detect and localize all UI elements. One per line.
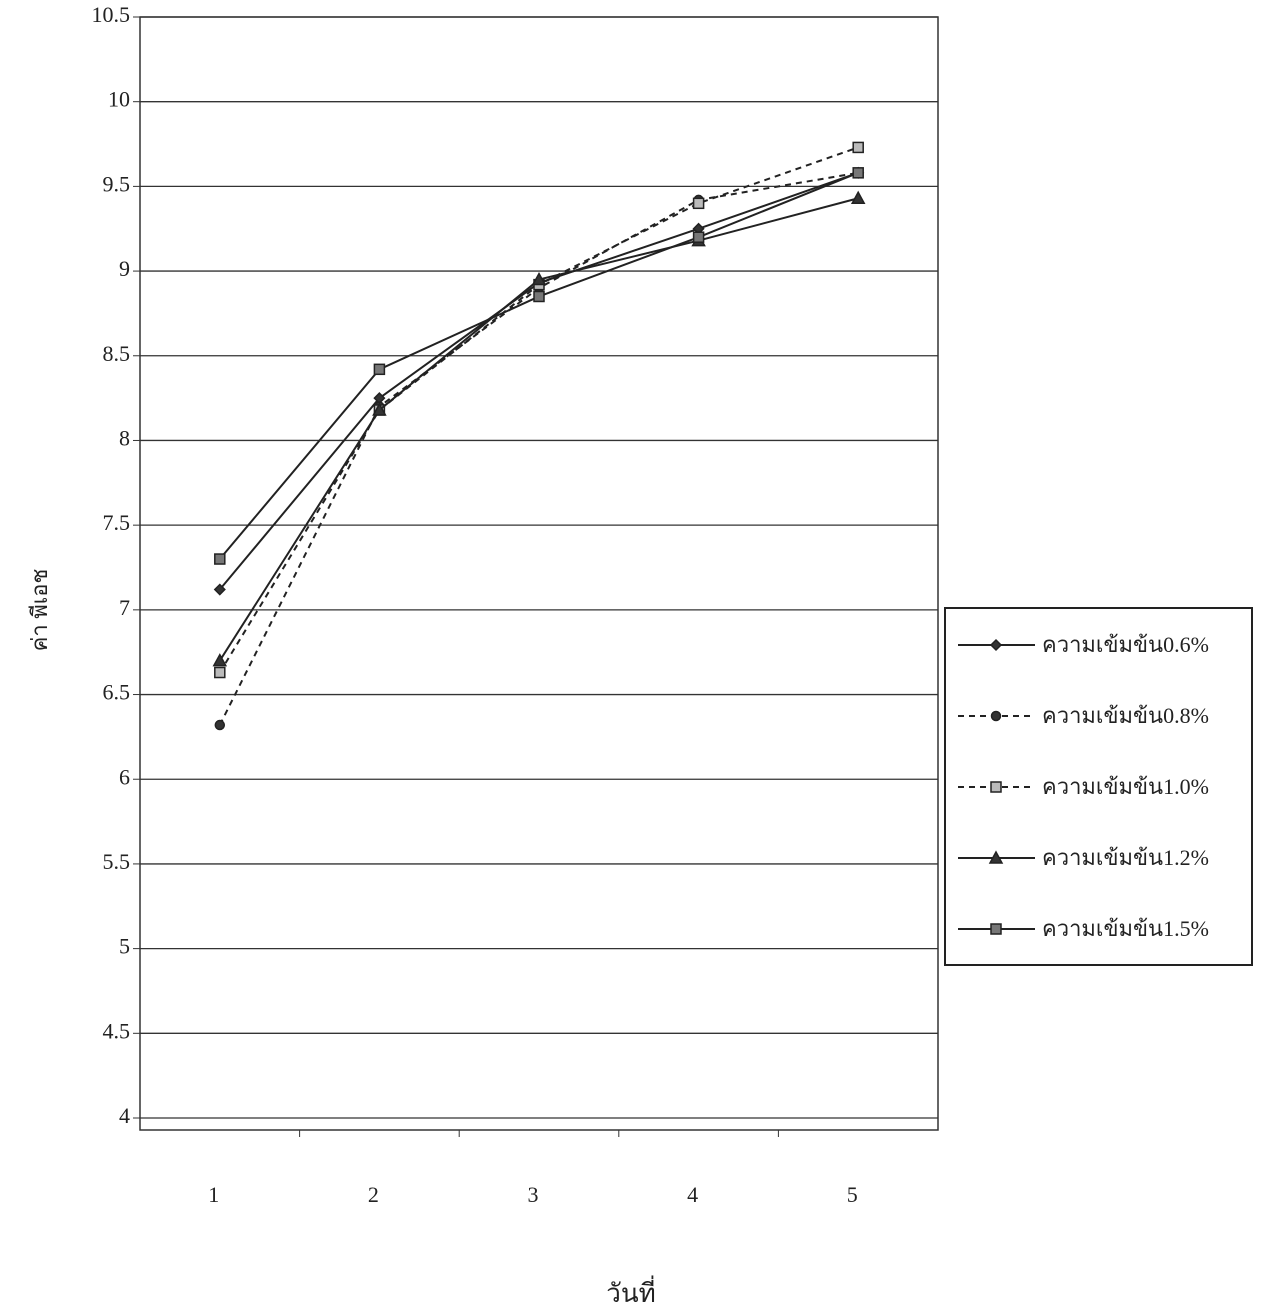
y-tick-label: 5 [119,934,130,959]
y-tick-label: 7.5 [103,510,131,535]
x-tick-label: 1 [208,1182,219,1207]
point [215,668,225,678]
y-axis-label: ค่า พีเอช [27,569,52,652]
series-line [220,173,858,725]
point [853,168,863,178]
point [215,554,225,564]
y-tick-label: 4.5 [103,1018,131,1043]
y-tick-label: 5.5 [103,849,131,874]
legend-label: ความเข้มข้น1.2% [1042,845,1209,870]
chart: ค่า พีเอช วันที่ 4 4.5 5 5.5 6 6.5 7 7.5 8 8.5 9 9.… [0,0,1264,1315]
point [852,192,864,203]
x-tick-label: 5 [847,1182,858,1207]
x-tick-label: 3 [528,1182,539,1207]
legend-marker [992,712,1001,721]
y-tick-label: 4 [119,1103,130,1128]
y-tick-label: 9 [119,256,130,281]
legend-label: ความเข้มข้น1.5% [1042,916,1209,941]
y-tick-label: 9.5 [103,171,131,196]
y-tick-label: 6 [119,764,130,789]
y-tick-label: 8 [119,426,130,451]
point [374,364,384,374]
point [214,655,226,666]
x-axis-label: วันที่ [606,1275,656,1308]
y-tick-label: 6.5 [103,680,131,705]
legend-label: ความเข้มข้น0.6% [1042,632,1209,657]
series-line [220,173,858,559]
legend-label: ความเข้มข้น1.0% [1042,774,1209,799]
plot-frame [140,17,938,1130]
x-tick-label: 2 [368,1182,379,1207]
point [694,232,704,242]
point [853,142,863,152]
series-line [220,198,858,660]
series-line [220,173,858,590]
point [215,721,224,730]
point [534,291,544,301]
y-tick-label: 10.5 [92,2,131,27]
x-tick-label: 4 [687,1182,698,1207]
legend-marker [991,924,1001,934]
legend-marker [991,782,1001,792]
legend-label: ความเข้มข้น0.8% [1042,703,1209,728]
y-tick-label: 10 [108,87,130,112]
y-tick-label: 8.5 [103,341,131,366]
y-tick-label: 7 [119,595,130,620]
point [694,198,704,208]
series-line [220,147,858,672]
